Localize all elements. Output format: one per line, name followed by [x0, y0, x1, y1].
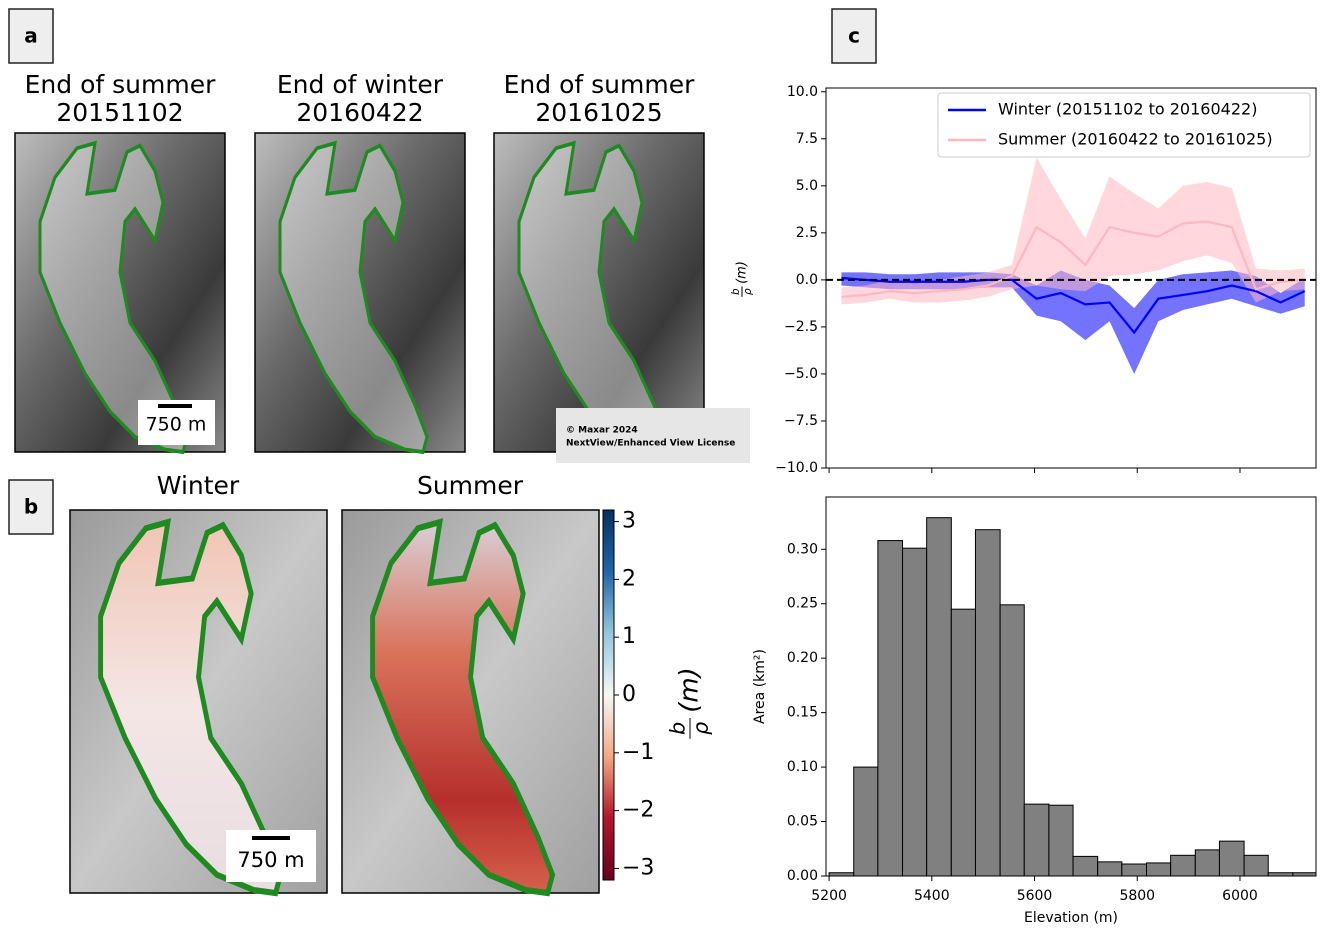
legend-label: Winter (20151102 to 20160422): [998, 100, 1257, 119]
map-title: Summer: [417, 471, 524, 500]
x-tick-label: 5600: [1017, 888, 1053, 904]
y-tick-label: 5.0: [796, 178, 818, 194]
x-axis-label: Elevation (m): [1024, 910, 1118, 926]
bar: [853, 766, 879, 876]
bar: [902, 547, 928, 876]
scale-bar-label: 750 m: [146, 414, 207, 436]
legend-box: [937, 92, 1311, 158]
panel-label: a: [24, 24, 38, 48]
y-tick-label: 7.5: [796, 131, 818, 147]
bar: [1121, 863, 1148, 876]
image-title: End of summer: [25, 70, 216, 99]
series-line: [841, 276, 1306, 335]
uncertainty-band: [841, 157, 1305, 305]
label-numerator: b: [665, 722, 689, 735]
uncertainty-band: [841, 270, 1305, 374]
x-tick-label: 5800: [1119, 888, 1155, 904]
y-tick-label: 0.20: [787, 650, 818, 666]
copyright-box: [556, 408, 750, 463]
panel-label-box: [8, 479, 54, 535]
image-title: End of winter: [277, 70, 444, 99]
x-tick-label: 6000: [1222, 888, 1258, 904]
y-tick-label: 2.5: [796, 225, 818, 241]
image-title: 20161025: [535, 98, 662, 127]
label-unit: (m): [675, 667, 705, 713]
y-tick-label: −7.5: [784, 413, 818, 429]
bar: [1170, 854, 1196, 876]
bar: [999, 604, 1025, 876]
y-tick-label: 0.25: [787, 596, 818, 612]
image-title: 20151102: [56, 98, 183, 127]
panel-label-box: [831, 8, 877, 64]
bar: [950, 608, 976, 876]
x-tick-label: 5400: [914, 888, 950, 904]
legend-label: Summer (20160422 to 20161025): [998, 130, 1273, 149]
copyright-text: © Maxar 2024: [566, 426, 638, 436]
axes-frame: [825, 496, 1317, 877]
scale-bar-label: 750 m: [237, 848, 304, 872]
image-title: End of summer: [504, 70, 695, 99]
bar: [1097, 861, 1123, 876]
colorbar: [602, 509, 615, 881]
bar: [1243, 854, 1269, 876]
bar: [1146, 862, 1172, 876]
label-numerator: b: [730, 288, 742, 295]
colorbar-tick-label: −3: [622, 855, 654, 880]
bar: [1023, 803, 1050, 876]
y-tick-label: −10.0: [775, 460, 818, 476]
axis-label: b ρ (m): [730, 261, 754, 297]
bar: [1048, 804, 1074, 876]
panel-label-box: [8, 8, 54, 64]
panel-label: c: [848, 24, 860, 48]
label-unit: (m): [735, 261, 750, 284]
label-denominator: ρ: [689, 722, 713, 735]
colorbar-tick-label: −2: [622, 798, 654, 823]
y-tick-label: 10.0: [787, 84, 818, 100]
colorbar-tick-label: 1: [622, 624, 636, 649]
y-tick-label: 0.10: [787, 759, 818, 775]
y-axis-label: Area (km²): [752, 649, 768, 724]
x-tick-label: 5200: [811, 888, 847, 904]
bar: [926, 517, 952, 876]
panel-label: b: [24, 495, 38, 519]
bar: [1072, 855, 1099, 876]
y-tick-label: −5.0: [784, 366, 818, 382]
bar: [1194, 849, 1220, 876]
y-tick-label: 0.05: [787, 814, 818, 830]
axis-label: b ρ (m): [665, 667, 713, 739]
y-tick-label: −2.5: [784, 319, 818, 335]
bar: [1218, 840, 1245, 876]
axes-frame: [825, 87, 1317, 469]
image-title: 20160422: [296, 98, 423, 127]
colorbar-tick-label: 2: [622, 566, 636, 591]
bar: [1292, 872, 1316, 876]
map-title: Winter: [157, 471, 240, 500]
colorbar-tick-label: −1: [622, 740, 654, 765]
colorbar-tick-label: 0: [622, 682, 636, 707]
y-tick-label: 0.30: [787, 541, 818, 557]
label-denominator: ρ: [742, 288, 754, 295]
y-tick-label: 0.0: [796, 272, 818, 288]
bars: [828, 517, 1316, 876]
y-tick-label: 0.00: [787, 868, 818, 884]
colorbar-tick-label: 3: [622, 509, 636, 534]
bar: [877, 540, 904, 876]
y-tick-label: 0.15: [787, 705, 818, 721]
bar: [974, 529, 1001, 876]
copyright-text: NextView/Enhanced View License: [566, 439, 735, 449]
series-line: [841, 220, 1305, 298]
